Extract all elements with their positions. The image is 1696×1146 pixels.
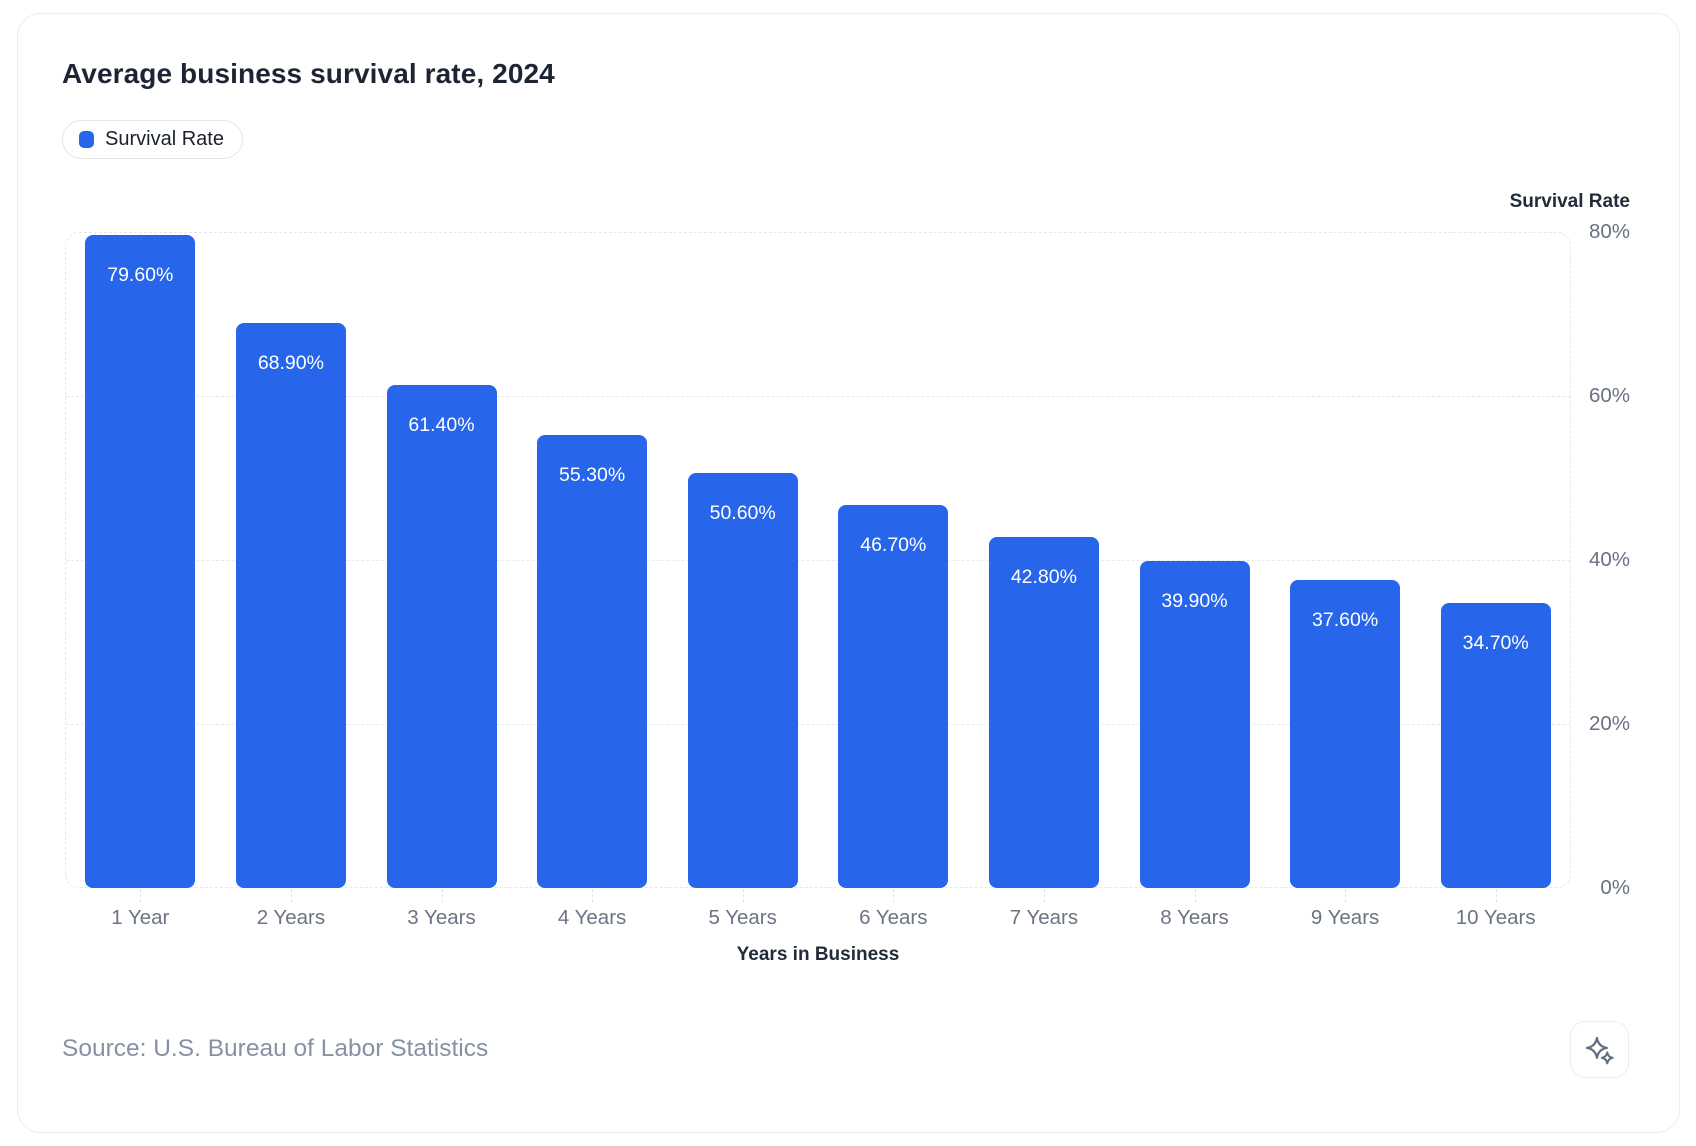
y-tick-label: 0% [1600, 876, 1630, 899]
x-category-label: 8 Years [1160, 906, 1229, 929]
legend-item-survival-rate[interactable]: Survival Rate [62, 120, 243, 159]
bar-8-years[interactable]: 39.90% [1139, 560, 1250, 888]
x-category-label: 6 Years [859, 906, 928, 929]
y-tick-label: 60% [1588, 384, 1630, 407]
x-category-label: 1 Year [111, 906, 170, 929]
bar-value-label: 50.60% [709, 502, 776, 525]
x-axis-tick [742, 889, 744, 902]
x-axis-tick [290, 889, 292, 902]
x-axis-tick [592, 889, 594, 902]
y-tick-label: 20% [1588, 712, 1630, 735]
gridline-60 [66, 396, 1570, 397]
y-tick-label: 80% [1588, 220, 1630, 243]
sparkle-button[interactable] [1570, 1021, 1629, 1078]
bar-3-years[interactable]: 61.40% [386, 384, 497, 888]
bar-2-years[interactable]: 68.90% [235, 323, 346, 888]
bar-value-label: 68.90% [257, 352, 324, 375]
x-category-label: 4 Years [557, 906, 627, 929]
x-axis-tick [1495, 889, 1497, 902]
bar-6-years[interactable]: 46.70% [838, 505, 949, 888]
x-category-label: 10 Years [1455, 906, 1536, 929]
bar-1-year[interactable]: 79.60% [85, 235, 196, 888]
y-tick-label: 40% [1588, 548, 1630, 571]
bar-9-years[interactable]: 37.60% [1290, 579, 1401, 888]
bar-value-label: 46.70% [860, 534, 927, 557]
bar-5-years[interactable]: 50.60% [687, 473, 798, 888]
x-category-label: 5 Years [708, 906, 777, 929]
bar-value-label: 34.70% [1462, 632, 1529, 655]
x-category-label: 3 Years [407, 906, 476, 929]
bar-value-label: 55.30% [559, 463, 626, 486]
x-axis-tick [1345, 889, 1347, 902]
source-attribution: Source: U.S. Bureau of Labor Statistics [62, 1035, 489, 1062]
bar-value-label: 37.60% [1312, 608, 1379, 631]
bar-value-label: 61.40% [408, 413, 475, 436]
x-axis-tick [140, 889, 142, 902]
y-axis-title: Survival Rate [1509, 191, 1630, 212]
bar-4-years[interactable]: 55.30% [537, 434, 648, 888]
x-axis-tick [893, 889, 895, 902]
x-axis-title: Years in Business [736, 944, 900, 965]
bar-value-label: 79.60% [107, 264, 174, 287]
x-axis-tick [441, 889, 443, 902]
bar-10-years[interactable]: 34.70% [1440, 603, 1551, 888]
bar-7-years[interactable]: 42.80% [988, 537, 1099, 888]
x-category-label: 9 Years [1310, 906, 1380, 929]
legend-label: Survival Rate [105, 128, 224, 150]
x-axis-tick [1043, 889, 1045, 902]
x-axis-tick [1194, 889, 1196, 902]
gridline-20 [66, 724, 1570, 725]
x-category-label: 2 Years [256, 906, 326, 929]
bar-value-label: 39.90% [1161, 589, 1228, 612]
legend-swatch-icon [79, 131, 94, 148]
gridline-40 [66, 560, 1570, 561]
chart-title: Average business survival rate, 2024 [62, 58, 555, 89]
plot-area-border [65, 232, 1571, 888]
sparkles-icon [1584, 1034, 1616, 1066]
x-category-label: 7 Years [1009, 906, 1079, 929]
bar-value-label: 42.80% [1010, 566, 1077, 589]
